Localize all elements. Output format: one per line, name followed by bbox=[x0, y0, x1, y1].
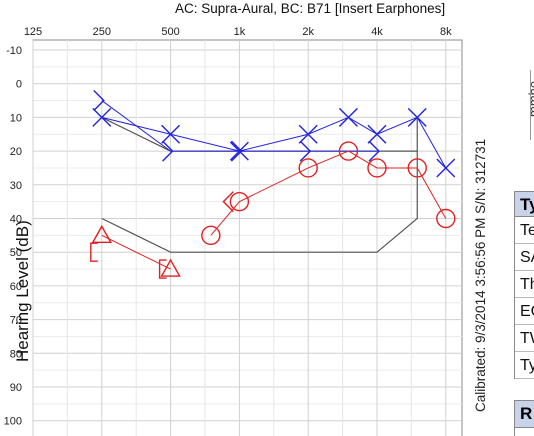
x-tick-label: 2k bbox=[302, 26, 314, 38]
o-symbol bbox=[407, 158, 427, 178]
tymp-row-ty: Ty bbox=[515, 352, 534, 379]
tymp-row-th: Th bbox=[515, 271, 534, 298]
y-tick-label: 100 bbox=[4, 416, 22, 428]
tymp-row-tw: TW bbox=[515, 325, 534, 352]
x-tick-label: 1k bbox=[234, 26, 246, 38]
y-tick-label: -10 bbox=[6, 45, 22, 57]
x-symbol bbox=[92, 107, 112, 127]
tymp-axis-line bbox=[530, 70, 531, 140]
x-tick-label: 250 bbox=[93, 26, 111, 38]
triangle-symbol bbox=[160, 258, 181, 277]
y-tick-label: 70 bbox=[10, 315, 22, 327]
y-axis-label: Hearing Level (dB) bbox=[13, 220, 32, 362]
tymp-table: Ty Te SA Th EC TW Ty bbox=[514, 191, 534, 379]
chart-series bbox=[90, 90, 456, 279]
bone-conduction-line bbox=[101, 100, 377, 152]
o-symbol bbox=[338, 141, 359, 161]
y-tick-label: 0 bbox=[16, 79, 22, 91]
x-symbol bbox=[436, 158, 456, 178]
r-section-header: R bbox=[514, 400, 534, 428]
>-symbol bbox=[299, 140, 312, 162]
o-symbol bbox=[229, 191, 250, 212]
chart-grid bbox=[32, 39, 463, 436]
y-tick-label: 90 bbox=[10, 382, 22, 394]
>-symbol bbox=[230, 140, 243, 162]
y-tick-label: 50 bbox=[10, 247, 22, 259]
x-tick-label: 4k bbox=[371, 26, 383, 38]
chart-ticks: -10 0 10 20 30 40 50 60 70 80 90 100 125 250 500 1k 2k 4k… bbox=[4, 26, 452, 428]
tymp-row-ec: EC bbox=[515, 298, 534, 325]
o-symbol bbox=[367, 158, 387, 178]
[-symbol bbox=[158, 259, 167, 279]
y-tick-label: 20 bbox=[10, 146, 22, 158]
x-tick-label: 500 bbox=[161, 26, 179, 38]
>-symbol bbox=[93, 90, 105, 112]
x-symbol bbox=[338, 107, 358, 127]
x-tick-label: 8k bbox=[440, 26, 452, 38]
y-tick-label: 80 bbox=[10, 348, 22, 360]
x-symbol bbox=[161, 124, 181, 144]
tymp-table-header: Ty bbox=[515, 192, 534, 217]
>-symbol bbox=[368, 140, 380, 162]
>-symbol bbox=[162, 140, 174, 162]
calibration-text: Calibrated: 9/3/2014 3:56:56 PM S/N: 312… bbox=[473, 138, 488, 412]
air-conduction-line bbox=[101, 116, 447, 169]
x-symbol bbox=[407, 107, 427, 127]
y-tick-label: 10 bbox=[10, 112, 22, 124]
tymp-row-te: Te bbox=[515, 217, 534, 244]
air-conduction-line bbox=[210, 150, 447, 236]
triangle-symbol bbox=[91, 224, 112, 244]
y-tick-label: 60 bbox=[10, 281, 22, 293]
y-tick-label: 40 bbox=[10, 214, 22, 226]
y-tick-label: 30 bbox=[10, 180, 22, 192]
[-symbol bbox=[90, 242, 98, 262]
o-symbol bbox=[436, 208, 456, 229]
o-symbol bbox=[298, 158, 318, 178]
x-symbol bbox=[298, 124, 318, 144]
audiogram-header: AC: Supra-Aural, BC: B71 [Insert Earphon… bbox=[175, 1, 446, 16]
r-section-body bbox=[514, 428, 534, 436]
plot-frame bbox=[32, 39, 463, 436]
tymp-row-sa: SA bbox=[515, 244, 534, 271]
soundfield-line bbox=[101, 234, 171, 270]
o-symbol bbox=[201, 225, 221, 246]
x-tick-label: 125 bbox=[24, 26, 42, 38]
<-symbol bbox=[222, 191, 234, 213]
x-symbol bbox=[367, 124, 387, 144]
